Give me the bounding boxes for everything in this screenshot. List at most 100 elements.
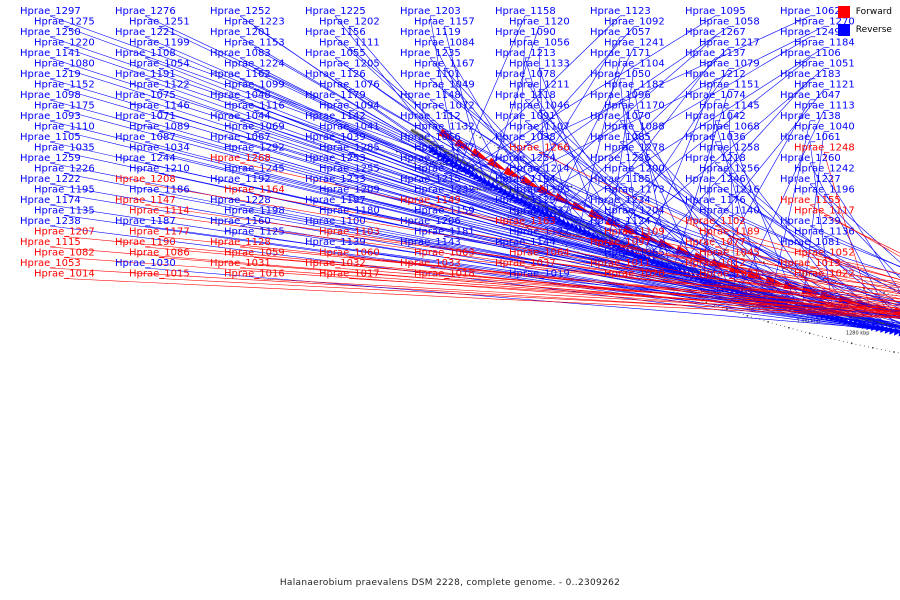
- gene-label[interactable]: Hprae_1022: [794, 269, 855, 280]
- gene-label[interactable]: Hprae_1033: [400, 258, 461, 269]
- gene-label[interactable]: Hprae_1013: [780, 258, 841, 269]
- gene-label[interactable]: Hprae_1235: [400, 48, 461, 59]
- gene-label[interactable]: Hprae_1012: [685, 258, 746, 269]
- gene-label[interactable]: Hprae_1252: [210, 6, 271, 17]
- gene-label[interactable]: Hprae_1107: [509, 122, 570, 133]
- gene-label[interactable]: Hprae_1277: [414, 143, 475, 154]
- gene-label[interactable]: Hprae_1056: [509, 38, 570, 49]
- gene-label[interactable]: Hprae_1230: [414, 164, 475, 175]
- gene-label[interactable]: Hprae_1231: [400, 153, 461, 164]
- gene-label[interactable]: Hprae_1268: [210, 153, 271, 164]
- gene-label[interactable]: Hprae_1200: [604, 164, 665, 175]
- gene-label[interactable]: Hprae_1064: [509, 248, 570, 259]
- gene-label[interactable]: Hprae_1032: [305, 258, 366, 269]
- gene-label[interactable]: Hprae_1236: [590, 153, 651, 164]
- gene-label[interactable]: Hprae_1076: [319, 80, 380, 91]
- gene-label[interactable]: Hprae_1078: [495, 69, 556, 80]
- gene-label[interactable]: Hprae_1248: [794, 143, 855, 154]
- gene-label[interactable]: Hprae_1221: [115, 27, 176, 38]
- gene-label[interactable]: Hprae_1072: [414, 101, 475, 112]
- gene-label[interactable]: Hprae_1206: [400, 216, 461, 227]
- gene-label[interactable]: Hprae_1181: [414, 227, 475, 238]
- gene-label[interactable]: Hprae_1237: [509, 206, 570, 217]
- gene-label[interactable]: Hprae_1163: [495, 216, 556, 227]
- gene-label[interactable]: Hprae_1266: [509, 143, 570, 154]
- gene-label[interactable]: Hprae_1210: [129, 164, 190, 175]
- gene-label[interactable]: Hprae_1071: [115, 111, 176, 122]
- gene-label[interactable]: Hprae_1094: [319, 101, 380, 112]
- gene-label[interactable]: Hprae_1180: [319, 206, 380, 217]
- gene-label[interactable]: Hprae_1215: [400, 174, 461, 185]
- gene-label[interactable]: Hprae_1171: [590, 48, 651, 59]
- gene-label[interactable]: Hprae_1187: [115, 216, 176, 227]
- gene-label[interactable]: Hprae_1082: [34, 248, 95, 259]
- gene-label[interactable]: Hprae_1213: [495, 48, 556, 59]
- gene-label[interactable]: Hprae_1183: [780, 69, 841, 80]
- forward-gene-arrow[interactable]: [487, 157, 508, 172]
- gene-label[interactable]: Hprae_1297: [20, 6, 81, 17]
- gene-label[interactable]: Hprae_1159: [414, 206, 475, 217]
- gene-label[interactable]: Hprae_1036: [685, 132, 746, 143]
- gene-label[interactable]: Hprae_1060: [319, 248, 380, 259]
- gene-label[interactable]: Hprae_1075: [115, 90, 176, 101]
- gene-label[interactable]: Hprae_1270: [794, 17, 855, 28]
- gene-label[interactable]: Hprae_1275: [34, 17, 95, 28]
- gene-label[interactable]: Hprae_1058: [699, 17, 760, 28]
- gene-label[interactable]: Hprae_1087: [115, 132, 176, 143]
- gene-label[interactable]: Hprae_1227: [780, 174, 841, 185]
- gene-label[interactable]: Hprae_1207: [34, 227, 95, 238]
- gene-label[interactable]: Hprae_1101: [400, 69, 461, 80]
- gene-label[interactable]: Hprae_1216: [699, 185, 760, 196]
- gene-label[interactable]: Hprae_1228: [210, 195, 271, 206]
- gene-label[interactable]: Hprae_1182: [604, 80, 665, 91]
- gene-label[interactable]: Hprae_1203: [400, 6, 461, 17]
- gene-label[interactable]: Hprae_1030: [115, 258, 176, 269]
- gene-label[interactable]: Hprae_1031: [210, 258, 271, 269]
- gene-label[interactable]: Hprae_1106: [780, 48, 841, 59]
- gene-label[interactable]: Hprae_1084: [414, 38, 475, 49]
- gene-label[interactable]: Hprae_1096: [590, 90, 651, 101]
- gene-label[interactable]: Hprae_1242: [794, 164, 855, 175]
- gene-label[interactable]: Hprae_1144: [495, 237, 556, 248]
- gene-label[interactable]: Hprae_1051: [794, 59, 855, 70]
- gene-label[interactable]: Hprae_1259: [20, 153, 81, 164]
- gene-label[interactable]: Hprae_1238: [20, 216, 81, 227]
- gene-label[interactable]: Hprae_1226: [34, 164, 95, 175]
- gene-label[interactable]: Hprae_1190: [115, 237, 176, 248]
- gene-label[interactable]: Hprae_1083: [210, 48, 271, 59]
- gene-label[interactable]: Hprae_1175: [34, 101, 95, 112]
- gene-label[interactable]: Hprae_1220: [34, 38, 95, 49]
- gene-label[interactable]: Hprae_1116: [224, 101, 285, 112]
- gene-label[interactable]: Hprae_1174: [20, 195, 81, 206]
- gene-label[interactable]: Hprae_1070: [590, 111, 651, 122]
- gene-label[interactable]: Hprae_1192: [210, 174, 271, 185]
- gene-label[interactable]: Hprae_1097: [590, 237, 651, 248]
- gene-label[interactable]: Hprae_1020: [604, 269, 665, 280]
- gene-label[interactable]: Hprae_1126: [305, 69, 366, 80]
- gene-label[interactable]: Hprae_1149: [400, 195, 461, 206]
- gene-label[interactable]: Hprae_1038: [495, 132, 556, 143]
- gene-label[interactable]: Hprae_1128: [210, 237, 271, 248]
- gene-label[interactable]: Hprae_1089: [129, 122, 190, 133]
- gene-label[interactable]: Hprae_1186: [129, 185, 190, 196]
- gene-label[interactable]: Hprae_1037: [495, 258, 556, 269]
- gene-label[interactable]: Hprae_1059: [224, 248, 285, 259]
- gene-label[interactable]: Hprae_1232: [414, 185, 475, 196]
- gene-label[interactable]: Hprae_1125: [224, 227, 285, 238]
- gene-label[interactable]: Hprae_1137: [685, 48, 746, 59]
- gene-label[interactable]: Hprae_1234: [590, 195, 651, 206]
- gene-label[interactable]: Hprae_1127: [509, 227, 570, 238]
- gene-label[interactable]: Hprae_1152: [34, 80, 95, 91]
- gene-label[interactable]: Hprae_1103: [319, 227, 380, 238]
- gene-label[interactable]: Hprae_1067: [210, 132, 271, 143]
- gene-label[interactable]: Hprae_1121: [794, 80, 855, 91]
- gene-label[interactable]: Hprae_1219: [20, 69, 81, 80]
- gene-label[interactable]: Hprae_1091: [495, 111, 556, 122]
- gene-label[interactable]: Hprae_1044: [210, 111, 271, 122]
- gene-label[interactable]: Hprae_1016: [224, 269, 285, 280]
- gene-label[interactable]: Hprae_1151: [699, 80, 760, 91]
- gene-label[interactable]: Hprae_1205: [319, 59, 380, 70]
- gene-label[interactable]: Hprae_1250: [20, 27, 81, 38]
- gene-label[interactable]: Hprae_1065: [604, 248, 665, 259]
